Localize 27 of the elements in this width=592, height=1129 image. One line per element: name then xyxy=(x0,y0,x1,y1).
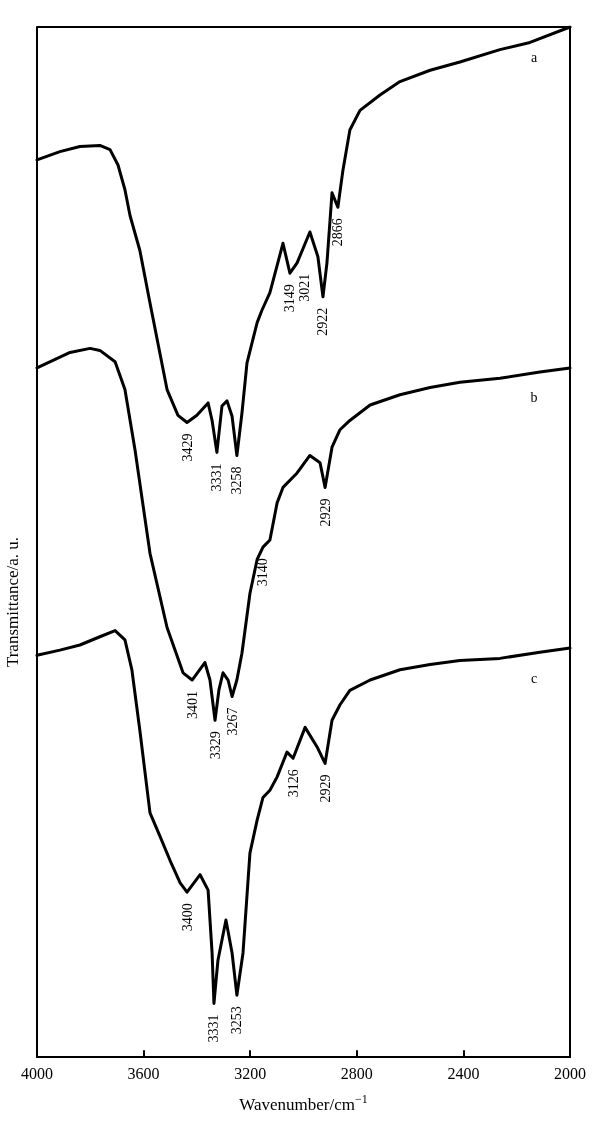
x-tick-label: 4000 xyxy=(21,1064,53,1082)
annotation: 3126 xyxy=(285,769,301,798)
series-label: a xyxy=(530,49,538,65)
annotation: 2866 xyxy=(330,218,346,247)
annotation: 3400 xyxy=(179,903,195,932)
annotation: 3331 xyxy=(206,1014,222,1043)
annotation: 2929 xyxy=(317,774,333,803)
annotation: 3021 xyxy=(297,273,313,302)
annotation: 3149 xyxy=(282,284,298,313)
x-tick-label: 2000 xyxy=(554,1064,586,1082)
annotation: 3140 xyxy=(255,558,271,587)
annotation: 2922 xyxy=(315,307,331,336)
x-tick-label: 2800 xyxy=(340,1064,373,1082)
series-label: b xyxy=(530,390,538,406)
annotation: 3258 xyxy=(229,466,245,495)
annotation: 2929 xyxy=(317,498,333,527)
series-label: c xyxy=(530,670,538,686)
x-tick-label: 2400 xyxy=(447,1064,480,1082)
y-axis-title: Transmittance/a. u. xyxy=(2,536,22,668)
annotation: 3331 xyxy=(209,463,225,492)
x-tick-label: 3200 xyxy=(234,1064,267,1082)
x-tick-label: 3600 xyxy=(127,1064,160,1082)
annotation: 3401 xyxy=(184,691,200,720)
annotation: 3267 xyxy=(224,707,240,736)
annotation: 3429 xyxy=(179,433,195,462)
annotation: 3329 xyxy=(207,731,223,760)
annotation: 3253 xyxy=(229,1006,245,1035)
